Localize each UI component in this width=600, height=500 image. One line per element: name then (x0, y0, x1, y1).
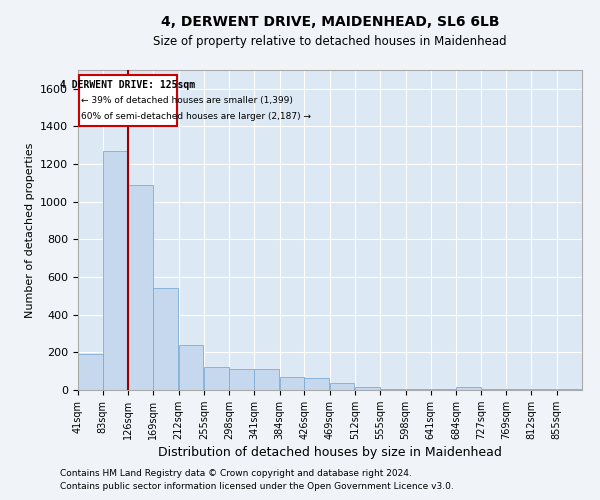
Text: Contains public sector information licensed under the Open Government Licence v3: Contains public sector information licen… (60, 482, 454, 491)
Bar (179, 345, 203, 390)
Text: Contains HM Land Registry data © Crown copyright and database right 2024.: Contains HM Land Registry data © Crown c… (60, 468, 412, 477)
Text: 4 DERWENT DRIVE: 125sqm: 4 DERWENT DRIVE: 125sqm (61, 80, 196, 90)
Bar (229, 370, 254, 390)
Text: 4, DERWENT DRIVE, MAIDENHEAD, SL6 6LB: 4, DERWENT DRIVE, MAIDENHEAD, SL6 6LB (161, 16, 499, 30)
FancyBboxPatch shape (79, 74, 178, 126)
Bar (128, 185, 152, 390)
X-axis label: Distribution of detached houses by size in Maidenhead: Distribution of detached houses by size … (158, 446, 502, 459)
Bar (78, 354, 103, 390)
Text: ← 39% of detached houses are smaller (1,399): ← 39% of detached houses are smaller (1,… (81, 96, 293, 105)
Bar (304, 378, 329, 390)
Bar (204, 368, 229, 390)
Bar (153, 288, 178, 390)
Bar (330, 383, 355, 390)
Bar (103, 151, 127, 390)
Bar (456, 386, 481, 390)
Bar (280, 377, 304, 390)
Bar (254, 370, 279, 390)
Text: 60% of semi-detached houses are larger (2,187) →: 60% of semi-detached houses are larger (… (81, 112, 311, 120)
Bar (355, 386, 380, 390)
Text: Size of property relative to detached houses in Maidenhead: Size of property relative to detached ho… (153, 35, 507, 48)
Y-axis label: Number of detached properties: Number of detached properties (25, 142, 35, 318)
